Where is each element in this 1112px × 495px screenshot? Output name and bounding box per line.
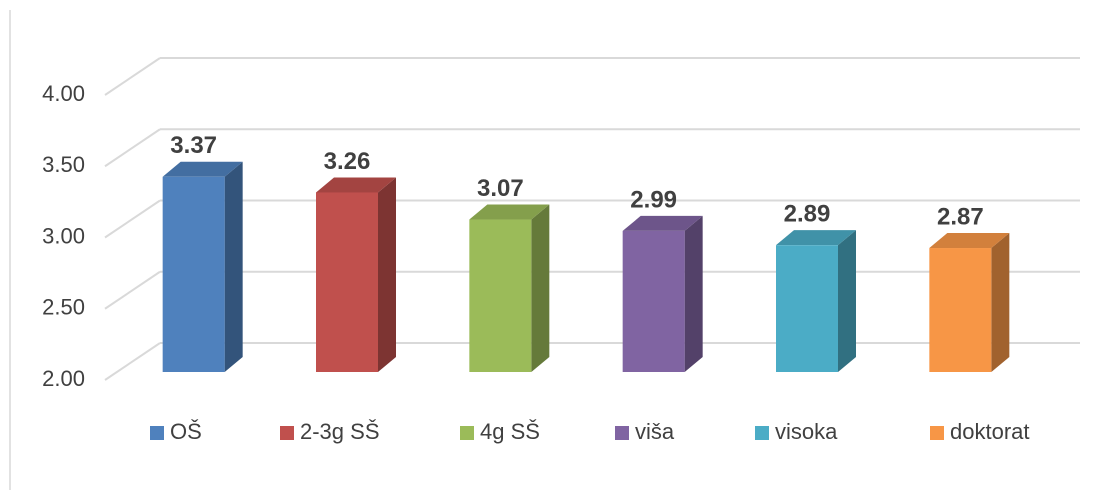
grid-line [104, 199, 161, 239]
y-tick-label: 3.50 [42, 152, 85, 177]
legend-swatch [930, 426, 944, 440]
value-label: 2.89 [784, 201, 831, 228]
bar-side [991, 233, 1010, 372]
value-label: 2.99 [630, 186, 677, 213]
legend-swatch [460, 426, 474, 440]
legend-label: viša [635, 419, 675, 444]
legend-label: doktorat [950, 419, 1030, 444]
bar-side [838, 230, 856, 372]
bar-side [684, 215, 703, 372]
grid-line [104, 128, 161, 168]
value-label: 3.26 [324, 148, 371, 175]
grid-line [104, 270, 161, 310]
legend-label: OŠ [170, 419, 202, 444]
bar-top [162, 161, 243, 177]
legend-swatch [615, 426, 629, 440]
bar [162, 176, 225, 372]
bar-top [622, 215, 703, 231]
bar-side [531, 204, 550, 372]
legend-swatch [755, 426, 769, 440]
bar-top [316, 177, 396, 193]
legend-label: 2-3g SŠ [300, 419, 380, 444]
legend-swatch [150, 426, 164, 440]
bar [469, 219, 532, 372]
y-tick-label: 3.00 [42, 223, 85, 248]
y-tick-label: 2.00 [42, 366, 85, 391]
bar-top [469, 204, 550, 220]
bar-top [776, 230, 856, 246]
bar [622, 230, 685, 372]
bar [929, 248, 992, 372]
bar-top [929, 233, 1010, 249]
value-label: 3.37 [170, 132, 217, 159]
bar-side [378, 177, 396, 372]
legend-swatch [280, 426, 294, 440]
grid-line [104, 57, 161, 96]
value-label: 2.87 [937, 203, 984, 230]
bar [316, 192, 378, 372]
legend-label: 4g SŠ [480, 419, 540, 444]
bar-side [224, 161, 243, 372]
legend-label: visoka [775, 419, 838, 444]
bar [776, 245, 838, 372]
y-tick-label: 4.00 [42, 81, 85, 106]
grid-line [104, 342, 161, 381]
value-label: 3.07 [477, 175, 524, 202]
y-tick-label: 2.50 [42, 295, 85, 320]
